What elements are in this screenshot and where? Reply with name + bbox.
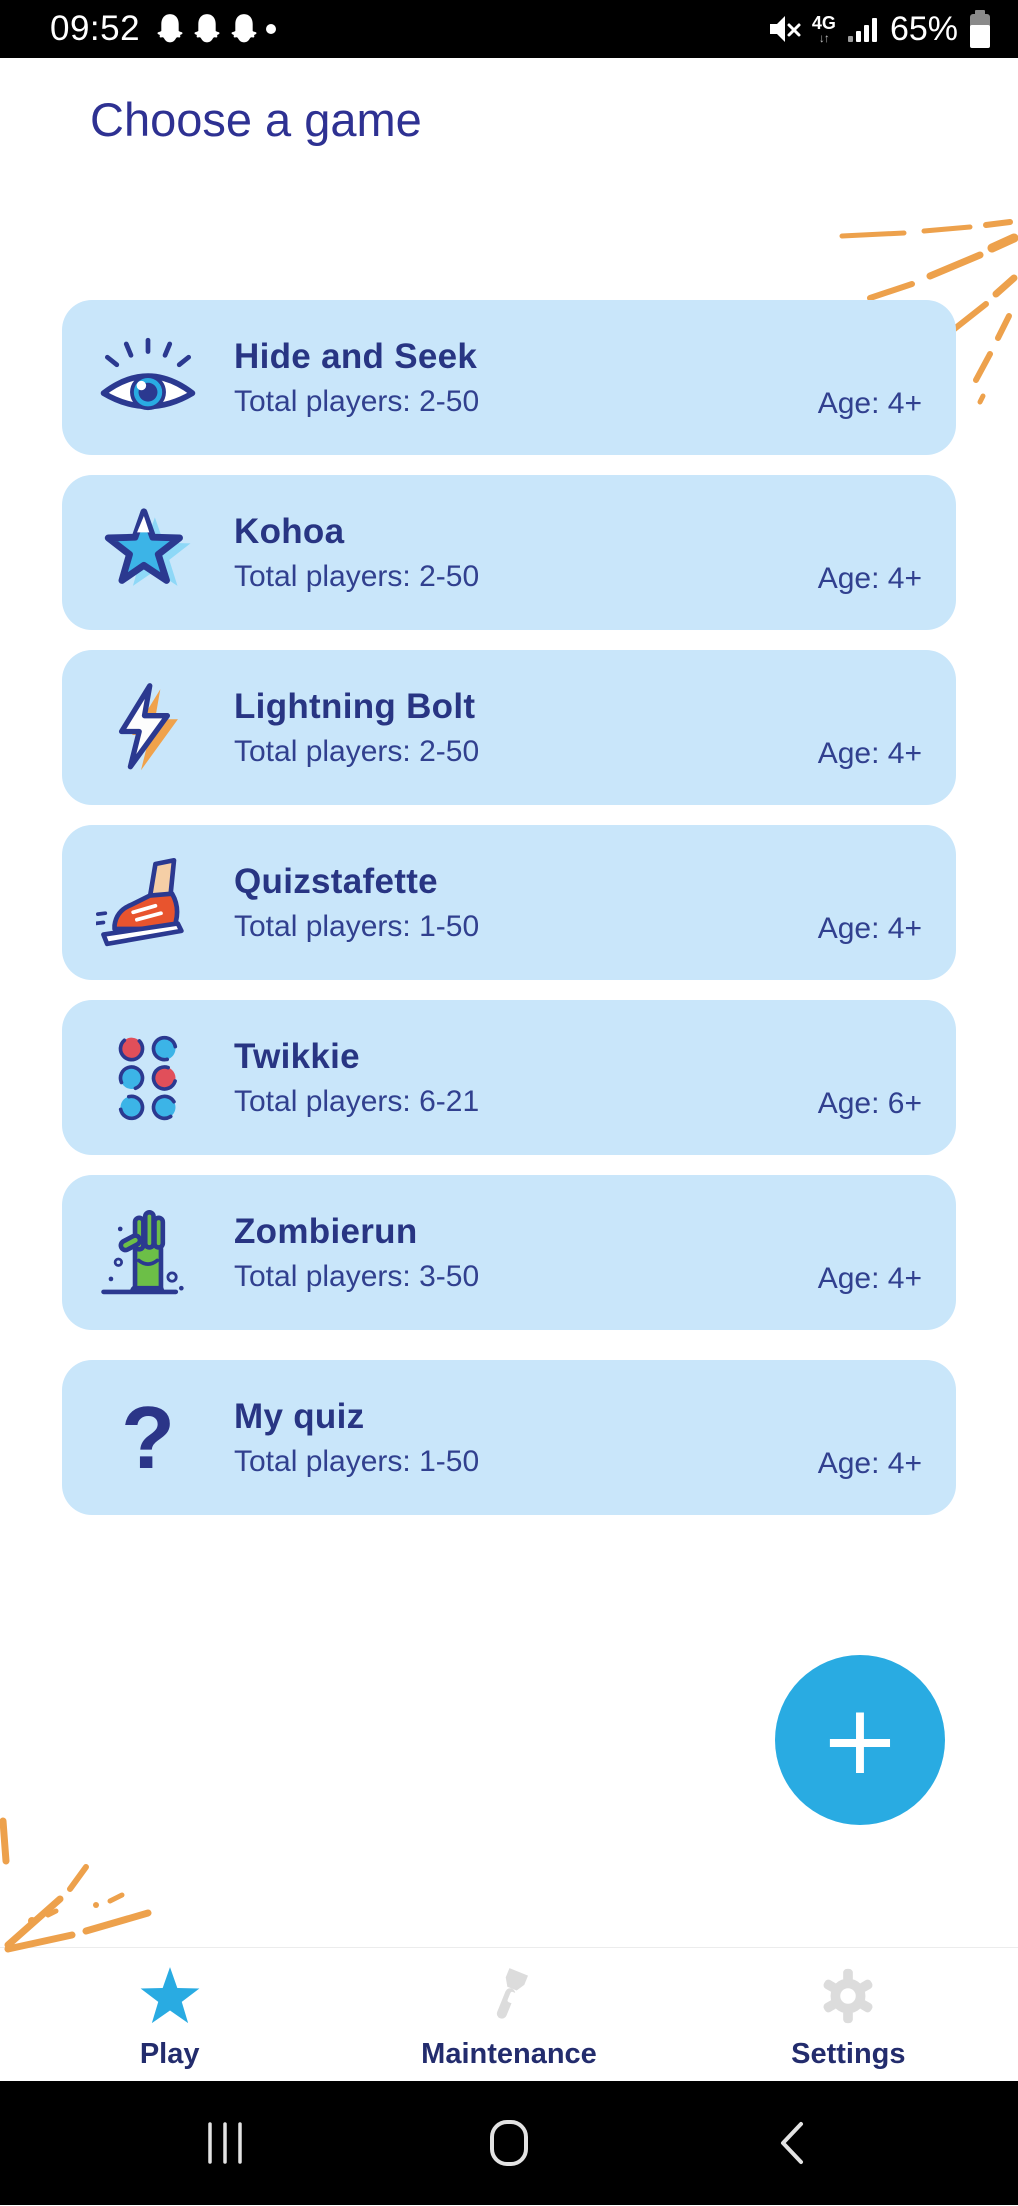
game-card-text: My quiz Total players: 1-50 — [234, 1397, 479, 1479]
recents-icon — [208, 2122, 242, 2164]
sparkle-decoration-bottom-left — [0, 1817, 152, 1953]
zombie-hand-icon — [62, 1205, 234, 1301]
nav-label: Play — [139, 2038, 200, 2070]
game-name: Twikkie — [234, 1036, 360, 1076]
game-name: Hide and Seek — [234, 336, 478, 376]
gear-icon — [817, 1960, 879, 2032]
battery-percent: 65% — [889, 9, 958, 48]
game-card-zombierun[interactable]: Zombierun Total players: 3-50 Age: 4+ — [62, 1175, 956, 1330]
running-shoe-icon — [62, 855, 234, 951]
nav-label: Maintenance — [421, 2038, 597, 2070]
game-card-text: Twikkie Total players: 6-21 — [234, 1037, 479, 1119]
game-players: Total players: 6-21 — [234, 1084, 480, 1118]
sparkle-decoration-top-right — [839, 219, 1018, 405]
game-name: Quizstafette — [234, 861, 438, 901]
game-age: Age: 4+ — [817, 387, 922, 420]
home-icon — [490, 2120, 528, 2166]
game-players: Total players: 1-50 — [234, 1444, 480, 1478]
game-age: Age: 4+ — [817, 1447, 922, 1480]
game-age: Age: 4+ — [817, 912, 922, 945]
nav-label: Settings — [791, 2038, 906, 2070]
status-bar: 09:52 4G ↓↑ 65% — [0, 0, 1018, 58]
flashlight-icon — [477, 1960, 541, 2032]
nav-item-play[interactable]: Play — [0, 1948, 339, 2081]
data-arrows-icon: ↓↑ — [818, 31, 830, 45]
question-mark-icon: ? — [121, 1387, 175, 1487]
network-type-label: 4G — [811, 13, 836, 33]
game-players: Total players: 2-50 — [234, 734, 480, 768]
more-notifications-dot — [266, 24, 277, 34]
page-title: Choose a game — [90, 93, 422, 146]
network-indicator: 4G ↓↑ — [812, 14, 836, 44]
game-players: Total players: 2-50 — [234, 559, 480, 593]
add-game-fab[interactable]: + — [775, 1655, 945, 1825]
play-star-icon — [137, 1960, 203, 2032]
back-button[interactable] — [753, 2103, 833, 2183]
game-name: My quiz — [234, 1396, 365, 1436]
game-card-hide-and-seek[interactable]: Hide and Seek Total players: 2-50 Age: 4… — [62, 300, 956, 455]
home-button[interactable] — [469, 2103, 549, 2183]
bottom-navigation: Play Maintenance — [0, 1947, 1018, 2081]
game-card-text: Kohoa Total players: 2-50 — [234, 512, 479, 594]
game-name: Lightning Bolt — [234, 686, 476, 726]
game-players: Total players: 1-50 — [234, 909, 480, 943]
game-age: Age: 4+ — [817, 1262, 922, 1295]
game-card-text: Zombierun Total players: 3-50 — [234, 1212, 479, 1294]
game-age: Age: 4+ — [817, 737, 922, 770]
game-card-twikkie[interactable]: Twikkie Total players: 6-21 Age: 6+ — [62, 1000, 956, 1155]
game-card-text: Lightning Bolt Total players: 2-50 — [234, 687, 479, 769]
game-players: Total players: 2-50 — [234, 384, 480, 418]
game-age: Age: 4+ — [817, 562, 922, 595]
game-card-kohoa[interactable]: Kohoa Total players: 2-50 Age: 4+ — [62, 475, 956, 630]
signal-bars-icon — [847, 18, 877, 42]
status-right-icons: 4G ↓↑ 65% — [766, 8, 992, 50]
lightning-icon — [62, 680, 234, 776]
back-chevron-icon — [781, 2122, 803, 2164]
nav-item-maintenance[interactable]: Maintenance — [339, 1948, 678, 2081]
eye-icon — [62, 332, 234, 424]
mute-icon — [769, 16, 801, 42]
status-time: 09:52 — [50, 9, 141, 48]
game-list: Hide and Seek Total players: 2-50 Age: 4… — [62, 300, 956, 1535]
snapchat-ghost-icon — [194, 14, 220, 43]
plus-icon: + — [819, 1683, 901, 1796]
game-card-text: Quizstafette Total players: 1-50 — [234, 862, 479, 944]
game-card-my-quiz[interactable]: ? My quiz Total players: 1-50 Age: 4+ — [62, 1360, 956, 1515]
recents-button[interactable] — [185, 2103, 265, 2183]
android-navigation-bar — [0, 2081, 1018, 2205]
game-players: Total players: 3-50 — [234, 1259, 480, 1293]
game-card-text: Hide and Seek Total players: 2-50 — [234, 337, 479, 419]
nav-item-settings[interactable]: Settings — [679, 1948, 1018, 2081]
star-icon — [62, 507, 234, 599]
main-content: Choose a game — [0, 58, 1018, 1953]
game-name: Kohoa — [234, 511, 345, 551]
dots-icon — [62, 1030, 234, 1126]
game-card-quizstafette[interactable]: Quizstafette Total players: 1-50 Age: 4+ — [62, 825, 956, 980]
notification-icons — [156, 13, 258, 45]
game-card-lightning-bolt[interactable]: Lightning Bolt Total players: 2-50 Age: … — [62, 650, 956, 805]
snapchat-ghost-icon — [157, 14, 183, 43]
game-age: Age: 6+ — [817, 1087, 922, 1120]
snapchat-ghost-icon — [231, 14, 257, 43]
battery-icon — [970, 10, 990, 48]
game-name: Zombierun — [234, 1211, 418, 1251]
